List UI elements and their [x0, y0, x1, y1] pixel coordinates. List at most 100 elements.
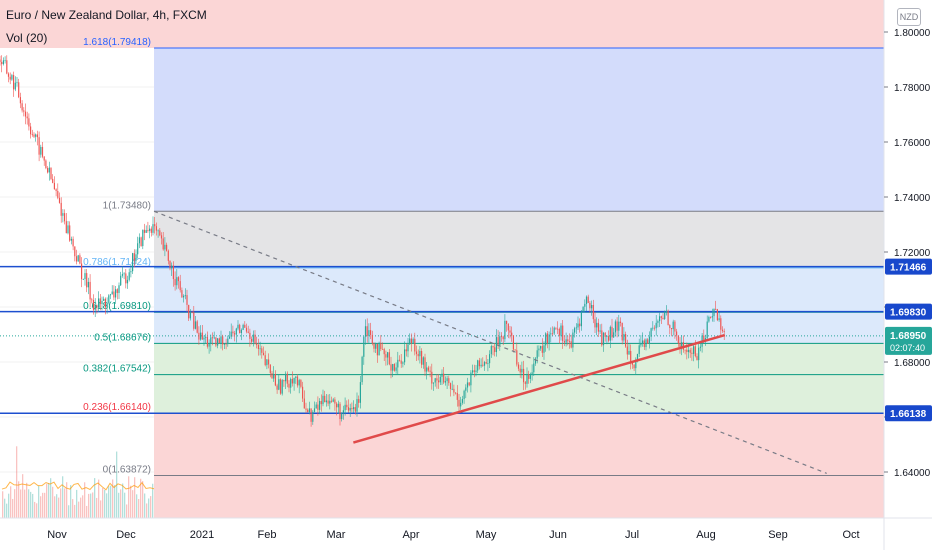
candle-body — [443, 373, 445, 383]
candle-body — [446, 378, 448, 382]
candle-body — [50, 167, 52, 179]
candle-body — [568, 341, 571, 342]
candle-body — [652, 327, 654, 329]
candle-body — [470, 372, 472, 386]
candle-body — [179, 281, 181, 291]
candle-body — [659, 316, 661, 322]
candle-body — [79, 255, 81, 264]
candle-body — [74, 246, 76, 257]
candle-body — [120, 275, 122, 286]
volume-indicator-label[interactable]: Vol (20) — [6, 31, 48, 45]
candle-body — [353, 407, 355, 410]
candle-body — [441, 373, 443, 377]
candle-body — [274, 373, 276, 386]
support-trendline[interactable] — [353, 333, 726, 444]
volume-bar — [62, 476, 64, 518]
candle-body — [276, 385, 278, 390]
candle-body — [115, 289, 117, 298]
volume-bar — [76, 489, 78, 518]
candle-body — [500, 336, 503, 338]
x-tick-label: Mar — [327, 529, 346, 541]
candle-body — [563, 341, 565, 343]
fib-level-label: 0(1.63872) — [103, 465, 151, 476]
candle-body — [329, 400, 331, 404]
candle-body — [696, 356, 698, 361]
x-tick-label: Aug — [696, 529, 716, 541]
candle-body — [191, 312, 193, 313]
volume-bar — [144, 493, 146, 518]
candle-body — [55, 189, 57, 191]
volume-bar — [60, 488, 62, 518]
volume-bar — [128, 476, 130, 518]
candle-body — [431, 371, 433, 384]
fibonacci-retracement[interactable]: 1.618(1.79418) 1(1.73480) 0.786(1.71424) 0.… — [0, 0, 884, 518]
candle-body — [516, 350, 518, 365]
candle-body — [206, 336, 208, 347]
y-tick-label: 1.68000 — [894, 358, 931, 369]
candle-body — [342, 410, 344, 414]
candle-body — [495, 337, 497, 353]
candle-body — [548, 334, 550, 343]
candle-body — [434, 378, 436, 383]
candle-body — [283, 380, 285, 382]
candle-body — [23, 110, 25, 112]
candle-body — [4, 60, 6, 62]
candle-body — [121, 274, 123, 276]
candle-body — [540, 346, 542, 349]
candle-body — [439, 376, 441, 383]
candle-body — [551, 333, 554, 335]
volume-bar — [24, 489, 26, 518]
volume-bar — [114, 484, 116, 518]
volume-bar — [120, 489, 122, 518]
candle-body — [138, 237, 140, 244]
candle-body — [322, 395, 324, 405]
candle-body — [193, 312, 195, 329]
candle-body — [648, 336, 650, 344]
candle-body — [341, 413, 343, 420]
candle-body — [220, 336, 222, 344]
candle-body — [13, 75, 15, 90]
candle-body — [94, 305, 96, 310]
candle-body — [463, 390, 465, 400]
candle-body — [336, 403, 338, 408]
candle-body — [686, 349, 688, 353]
y-tick-label: 1.72000 — [894, 248, 931, 259]
candle-body — [375, 343, 377, 349]
fib-level-label: 0.382(1.67542) — [83, 364, 151, 375]
candle-body — [194, 321, 197, 329]
candle-body — [475, 370, 477, 372]
candle-body — [288, 383, 290, 388]
candle-body — [125, 273, 127, 284]
candle-body — [58, 197, 61, 203]
currency-badge[interactable]: NZD — [897, 8, 921, 26]
x-tick-label: May — [476, 529, 497, 541]
candle-body — [720, 318, 722, 330]
horizontal-lines-layer[interactable] — [0, 265, 884, 414]
volume-bar — [108, 486, 110, 518]
candle-body — [417, 354, 419, 357]
candle-body — [69, 225, 71, 241]
volume-bar — [124, 492, 126, 518]
candle-body — [468, 382, 470, 386]
candle-body — [370, 330, 372, 335]
candle-body — [312, 411, 314, 422]
dashed-trendline[interactable] — [153, 210, 827, 474]
candle-body — [368, 330, 370, 336]
candle-body — [577, 323, 579, 328]
candle-body — [560, 325, 562, 336]
symbol-title[interactable]: Euro / New Zealand Dollar, 4h, FXCM — [6, 8, 207, 22]
candle-body — [171, 265, 173, 269]
volume-bar — [126, 504, 128, 518]
candle-body — [36, 134, 38, 138]
candle-body — [70, 238, 72, 241]
candle-body — [626, 346, 628, 355]
candle-body — [572, 332, 574, 348]
volume-bar — [26, 482, 28, 518]
candle-body — [18, 82, 20, 98]
candle-body — [167, 250, 169, 261]
candle-body — [616, 321, 618, 331]
trendlines-layer[interactable] — [153, 210, 827, 474]
candle-body — [262, 352, 265, 356]
candle-body — [295, 376, 297, 378]
